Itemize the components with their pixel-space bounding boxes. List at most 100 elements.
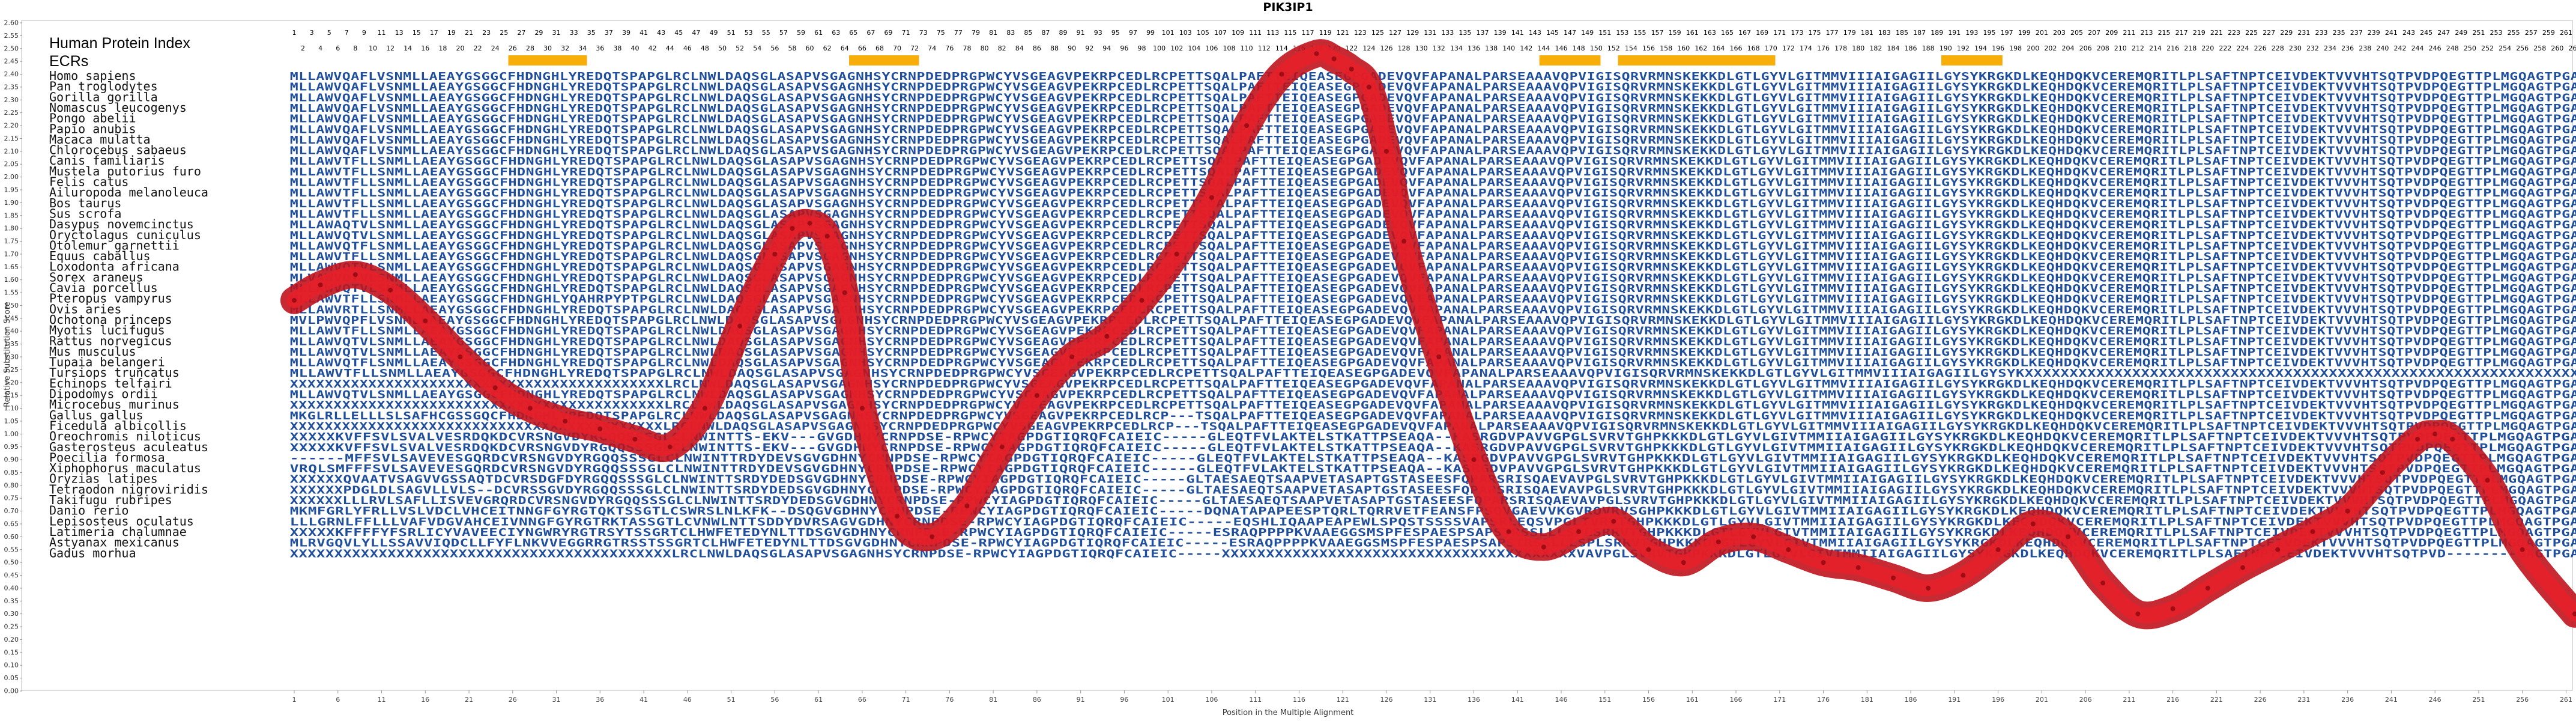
position-number: 167 [1738, 29, 1751, 37]
sequence-row: XXXXXXLLLRVLSAFLLISVEVGRQRDCVRSNGVDYRGQQ… [290, 494, 2576, 507]
position-number: 244 [2411, 44, 2424, 52]
series-point [1383, 148, 1389, 154]
species-label: Dasypus novemcinctus [49, 217, 194, 231]
position-number: 153 [1616, 29, 1628, 37]
y-tick-label: 0.55 [4, 546, 19, 553]
series-point [1611, 519, 1616, 524]
series-point [2485, 478, 2490, 483]
position-number: 42 [649, 44, 657, 52]
species-label: Latimeria chalumnae [49, 525, 187, 539]
position-number: 137 [1477, 29, 1489, 37]
position-number: 139 [1494, 29, 1507, 37]
y-tick-label: 1.40 [4, 327, 19, 335]
series-point [1366, 84, 1371, 90]
position-number: 79 [972, 29, 980, 37]
y-tick-label: 0.65 [4, 520, 19, 528]
sequence-row: MLLAWVTFLLSNMLLAEAYGSGGCFHDNGHLYREDQTSPA… [290, 251, 2576, 263]
position-number: 131 [1424, 29, 1436, 37]
position-number: 190 [1940, 44, 1952, 52]
position-number: 206 [2079, 44, 2092, 52]
species-label: Pteropus vampyrus [49, 291, 172, 306]
position-number: 93 [1094, 29, 1102, 37]
series-point [2380, 470, 2385, 475]
y-tick-label: 2.35 [4, 83, 19, 91]
position-number: 251 [2472, 29, 2485, 37]
y-tick-label: 1.70 [4, 250, 19, 258]
species-label: Poecilia formosa [49, 450, 165, 464]
position-number: 218 [2184, 44, 2197, 52]
position-number: 80 [981, 44, 989, 52]
position-number: 68 [875, 44, 884, 52]
sequence-row: MKMFGRLYFRLLVSLVDCLVHCEITNNGFGYRGTQKTSSG… [290, 505, 2576, 518]
position-number: 9 [362, 29, 366, 37]
position-number: 71 [902, 29, 910, 37]
series-point [2415, 436, 2420, 442]
position-number: 248 [2446, 44, 2459, 52]
sequence-row: MLLAWVQTVLSNMLLAEAYGSGGCFHDNGHLYREDQTSPA… [290, 261, 2576, 274]
series-point [2240, 565, 2246, 570]
position-number: 142 [1520, 44, 1532, 52]
position-number: 91 [1077, 29, 1085, 37]
y-tick-label: 0.90 [4, 456, 19, 464]
position-number: 187 [1913, 29, 1926, 37]
series-point [458, 354, 463, 359]
sequence-rows: MLLAWVQAFLVSNMLLAEAYGSGGCFHDNGHLYREDQTSP… [290, 70, 2576, 560]
position-number: 234 [2324, 44, 2336, 52]
position-number: 210 [2114, 44, 2127, 52]
y-tick-label: 1.20 [4, 379, 19, 386]
position-number: 172 [1782, 44, 1795, 52]
position-number: 110 [1241, 44, 1253, 52]
y-tick-label: 0.95 [4, 443, 19, 451]
position-number: 33 [570, 29, 578, 37]
series-point [702, 406, 707, 411]
x-tick-label: 101 [1162, 696, 1175, 704]
sequence-row: MLLAWVQTFLSNMLLAEAYGSGGCFHDNGHLYREDQTSPA… [290, 240, 2576, 252]
series-point [388, 287, 393, 293]
position-number: 202 [2044, 44, 2057, 52]
position-number: 201 [2036, 29, 2048, 37]
series-point [527, 406, 533, 411]
series-point [1331, 56, 1337, 61]
sequence-row: MLLAWVQTVLSNMLLAEAYGSGGCFHDNGHLYREDQTSPA… [290, 282, 2576, 295]
species-label: Danio rerio [49, 503, 128, 518]
position-number: 107 [1214, 29, 1227, 37]
y-tick-label: 2.05 [4, 160, 19, 168]
position-number: 95 [1111, 29, 1120, 37]
position-number: 59 [797, 29, 805, 37]
position-number: 75 [937, 29, 945, 37]
position-number: 148 [1573, 44, 1585, 52]
position-number: 60 [806, 44, 814, 52]
species-label: Papio anubis [49, 121, 136, 136]
species-label: Tursiops truncatus [49, 365, 180, 380]
position-number: 49 [709, 29, 718, 37]
y-tick-label: 1.75 [4, 237, 19, 245]
x-tick-label: 121 [1337, 696, 1349, 704]
position-number: 73 [919, 29, 928, 37]
position-number: 12 [386, 44, 395, 52]
species-label: Otolemur garnettii [49, 238, 180, 252]
position-number: 40 [631, 44, 639, 52]
sequence-row: MLLAWVQAFLVSNMLLAEAYGSGGCFHDNGHLYREDQTSP… [290, 91, 2576, 104]
position-number: 166 [1730, 44, 1743, 52]
x-tick-label: 81 [989, 696, 997, 704]
species-label: Macaca mulatta [49, 132, 151, 147]
x-tick-label: 241 [2385, 696, 2398, 704]
position-number: 235 [2333, 29, 2345, 37]
x-tick-label: 146 [1555, 696, 1568, 704]
y-tick-label: 1.50 [4, 302, 19, 309]
position-number: 6 [336, 44, 340, 52]
x-tick-label: 106 [1205, 696, 1218, 704]
species-label: Cavia porcellus [49, 281, 158, 295]
position-number: 200 [2027, 44, 2039, 52]
position-number: 125 [1371, 29, 1384, 37]
species-label: Lepisosteus oculatus [49, 514, 194, 528]
position-number: 46 [683, 44, 692, 52]
species-label: Mustela putorius furo [49, 164, 201, 178]
position-number: 98 [1138, 44, 1146, 52]
x-tick-label: 11 [378, 696, 386, 704]
position-number: 90 [1068, 44, 1076, 52]
position-number: 134 [1450, 44, 1463, 52]
y-tick-label: 1.25 [4, 366, 19, 374]
sequence-row: MLLAWAQTVLSNMLLAEAYGSGGCFHDNGHLYREDQTSPA… [290, 219, 2576, 231]
position-number: 161 [1686, 29, 1699, 37]
